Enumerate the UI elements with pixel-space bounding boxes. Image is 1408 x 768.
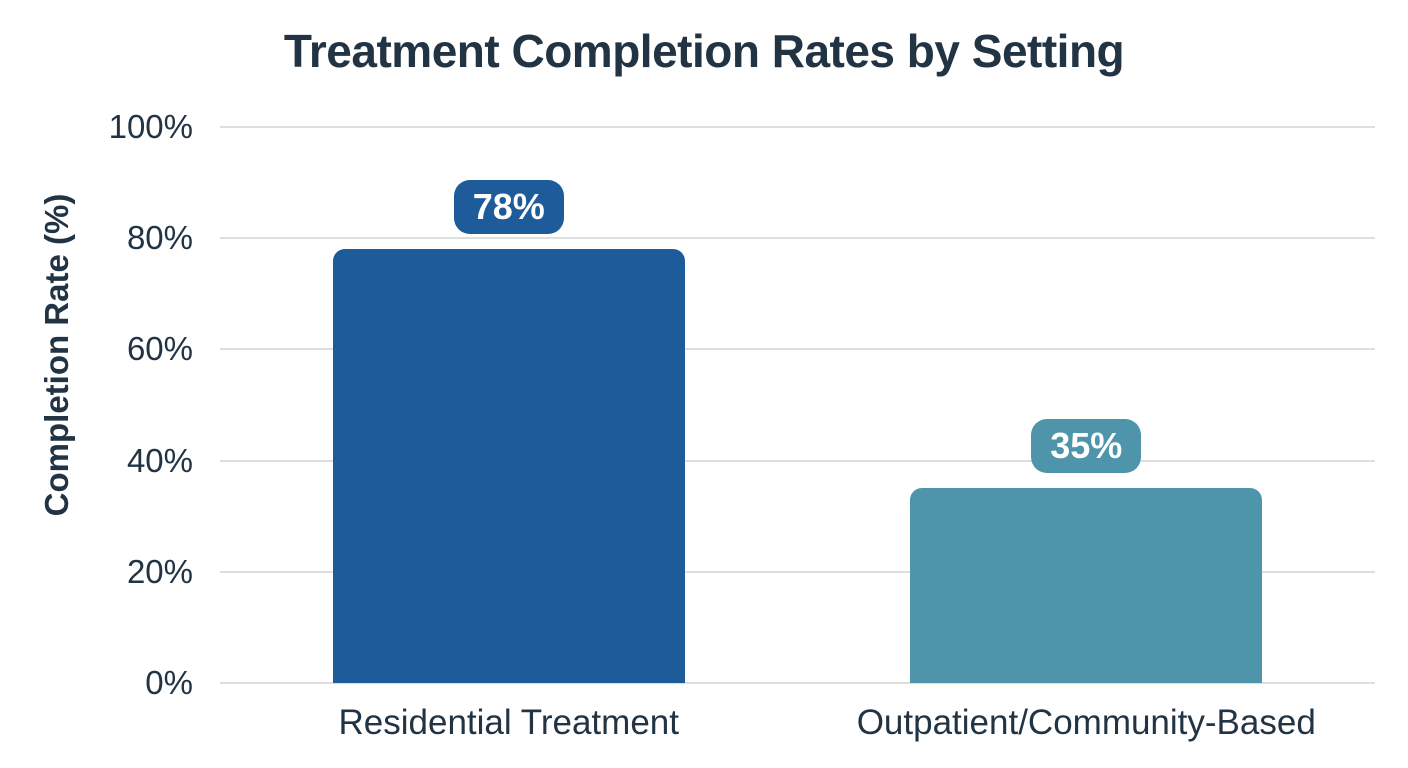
gridline-80	[220, 237, 1375, 240]
y-tick-label-80: 80%	[126, 219, 193, 257]
gridline-40	[220, 459, 1375, 462]
y-tick-label-60: 60%	[126, 330, 193, 368]
gridline-20	[220, 570, 1375, 573]
x-tick-label-outpatient-community-based: Outpatient/Community-Based	[856, 703, 1316, 742]
y-tick-label-40: 40%	[126, 441, 193, 479]
value-badge-residential-treatment: 78%	[453, 180, 564, 235]
y-tick-label-100: 100%	[108, 108, 193, 145]
x-tick-label-residential-treatment: Residential Treatment	[338, 703, 679, 742]
gridline-0	[220, 682, 1375, 684]
gridline-100	[220, 126, 1375, 128]
bar-outpatient-community-based	[910, 488, 1263, 683]
y-tick-label-0: 0%	[145, 664, 193, 701]
bar-residential-treatment	[332, 249, 685, 683]
value-badge-outpatient-community-based: 35%	[1031, 419, 1142, 474]
gridline-60	[220, 348, 1375, 351]
chart-title: Treatment Completion Rates by Setting	[283, 25, 1125, 77]
y-tick-label-20: 20%	[126, 552, 193, 590]
plot-area	[220, 126, 1375, 684]
